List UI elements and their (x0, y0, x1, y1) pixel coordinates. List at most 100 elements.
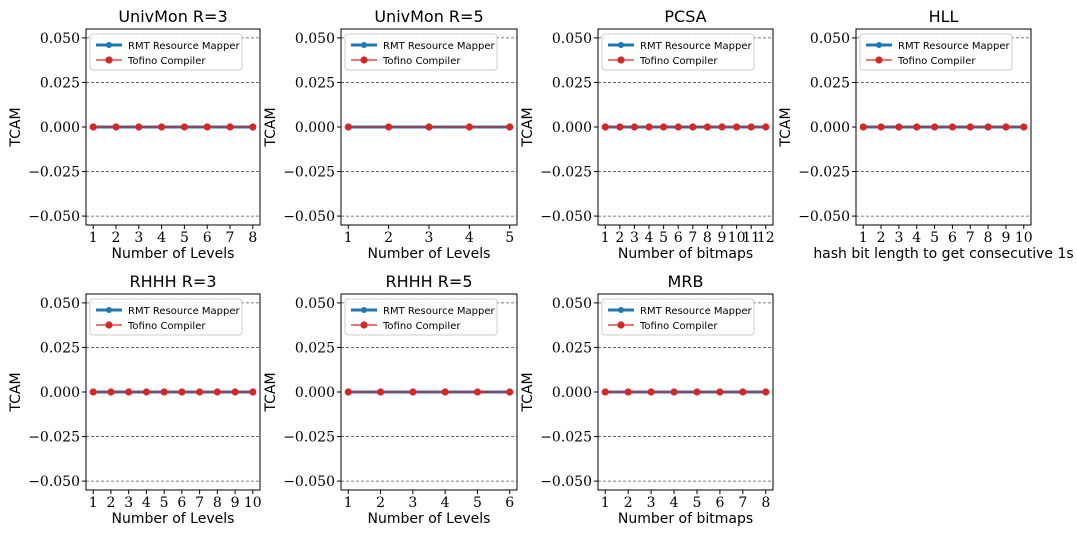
y-tick-label: −0.050 (540, 209, 592, 225)
data-point-tofino-compiler (670, 388, 678, 396)
y-axis-label: TCAM (8, 107, 24, 147)
legend: RMT Resource Mapper Tofino Compiler (89, 33, 243, 71)
legend-marker-tofino-compiler (617, 56, 625, 64)
x-axis-label: Number of Levels (112, 246, 235, 262)
data-point-tofino-compiler (409, 388, 417, 396)
x-tick-label: 2 (106, 495, 115, 511)
legend-label-rmt-resource-mapper: RMT Resource Mapper (640, 306, 753, 317)
x-tick-label: 8 (984, 230, 993, 246)
legend-label-tofino-compiler: Tofino Compiler (897, 56, 976, 67)
y-tick-label: 0.025 (40, 75, 80, 91)
x-tick-label: 1 (344, 230, 353, 246)
data-point-tofino-compiler (385, 123, 393, 131)
legend-marker-tofino-compiler (360, 56, 368, 64)
data-point-tofino-compiler (966, 123, 974, 131)
data-point-tofino-compiler (674, 123, 682, 131)
data-point-tofino-compiler (506, 123, 514, 131)
legend-label-rmt-resource-mapper: RMT Resource Mapper (898, 41, 1011, 52)
x-tick-label: 4 (645, 230, 654, 246)
data-point-tofino-compiler (716, 388, 724, 396)
x-tick-label: 1 (601, 495, 610, 511)
legend: RMT Resource Mapper Tofino Compiler (601, 33, 755, 71)
data-point-tofino-compiler (1002, 123, 1010, 131)
x-tick-label: 2 (877, 230, 886, 246)
x-tick-label: 6 (177, 495, 186, 511)
x-tick-label: 3 (647, 495, 656, 511)
x-tick-label: 4 (912, 230, 921, 246)
y-tick-label: 0.025 (552, 340, 592, 356)
y-tick-label: 0.000 (552, 385, 592, 401)
data-point-tofino-compiler (180, 123, 189, 131)
data-point-tofino-compiler (913, 123, 921, 131)
x-axis-label: Number of Levels (368, 511, 491, 527)
x-tick-label: 2 (615, 230, 624, 246)
chart-title: RHHH R=5 (386, 272, 473, 291)
y-tick-label: −0.025 (283, 165, 335, 181)
data-point-tofino-compiler (718, 123, 726, 131)
data-point-tofino-compiler (762, 388, 770, 396)
legend-marker-tofino-compiler (105, 321, 113, 329)
legend-label-tofino-compiler: Tofino Compiler (639, 56, 718, 67)
legend: RMT Resource Mapper Tofino Compiler (601, 298, 755, 336)
legend-label-rmt-resource-mapper: RMT Resource Mapper (128, 306, 241, 317)
y-tick-label: 0.000 (40, 120, 80, 136)
data-point-tofino-compiler (689, 123, 697, 131)
legend-marker-rmt-resource-mapper (361, 42, 367, 48)
x-tick-label: 9 (231, 495, 240, 511)
y-tick-label: 0.025 (810, 75, 850, 91)
x-tick-label: 7 (688, 230, 697, 246)
data-point-tofino-compiler (703, 123, 711, 131)
y-tick-label: 0.025 (40, 340, 80, 356)
x-tick-label: 3 (124, 495, 133, 511)
y-tick-label: −0.025 (28, 165, 80, 181)
y-tick-label: −0.050 (798, 209, 850, 225)
y-tick-label: −0.025 (28, 430, 80, 446)
x-tick-label: 3 (630, 230, 639, 246)
y-tick-label: −0.025 (540, 430, 592, 446)
legend: RMT Resource Mapper Tofino Compiler (859, 33, 1013, 71)
y-tick-label: −0.025 (540, 165, 592, 181)
y-tick-label: 0.050 (552, 296, 592, 312)
legend-marker-tofino-compiler (360, 321, 368, 329)
y-tick-label: 0.000 (810, 120, 850, 136)
y-tick-label: −0.050 (283, 474, 335, 490)
legend: RMT Resource Mapper Tofino Compiler (344, 33, 498, 71)
x-tick-label: 11 (742, 230, 760, 246)
legend-marker-tofino-compiler (875, 56, 883, 64)
data-point-tofino-compiler (465, 123, 473, 131)
y-tick-label: 0.000 (295, 120, 335, 136)
data-point-tofino-compiler (107, 388, 115, 396)
data-point-tofino-compiler (203, 123, 211, 131)
x-tick-label: 9 (718, 230, 727, 246)
subplot-5: −0.050 −0.025 0.000 0.025 0.050 1 2 3 4 5 6 7 8 9 10 RH… (8, 272, 262, 527)
x-tick-label: 3 (134, 230, 143, 246)
x-tick-label: 4 (670, 495, 679, 511)
y-tick-label: −0.050 (28, 209, 80, 225)
x-tick-label: 6 (203, 230, 212, 246)
legend-marker-tofino-compiler (105, 56, 113, 64)
data-point-tofino-compiler (344, 388, 352, 396)
y-tick-label: 0.050 (40, 296, 80, 312)
data-point-tofino-compiler (125, 388, 133, 396)
chart-title: MRB (668, 272, 704, 291)
data-point-tofino-compiler (160, 388, 168, 396)
legend-label-rmt-resource-mapper: RMT Resource Mapper (383, 306, 496, 317)
x-tick-label: 7 (966, 230, 975, 246)
data-point-tofino-compiler (601, 123, 609, 131)
data-point-tofino-compiler (425, 123, 433, 131)
x-tick-label: 8 (703, 230, 712, 246)
x-tick-label: 4 (465, 230, 474, 246)
x-tick-label: 7 (195, 495, 204, 511)
data-point-tofino-compiler (984, 123, 992, 131)
subplot-7: −0.050 −0.025 0.000 0.025 0.050 1 2 3 4 5 6 7 8 MRB Nu… (520, 272, 774, 527)
y-tick-label: −0.050 (540, 474, 592, 490)
data-point-tofino-compiler (135, 123, 143, 131)
legend-box (344, 33, 498, 71)
data-point-tofino-compiler (647, 388, 655, 396)
x-tick-label: 10 (728, 230, 746, 246)
data-point-tofino-compiler (89, 123, 97, 131)
data-point-tofino-compiler (747, 123, 755, 131)
x-tick-label: 5 (659, 230, 668, 246)
